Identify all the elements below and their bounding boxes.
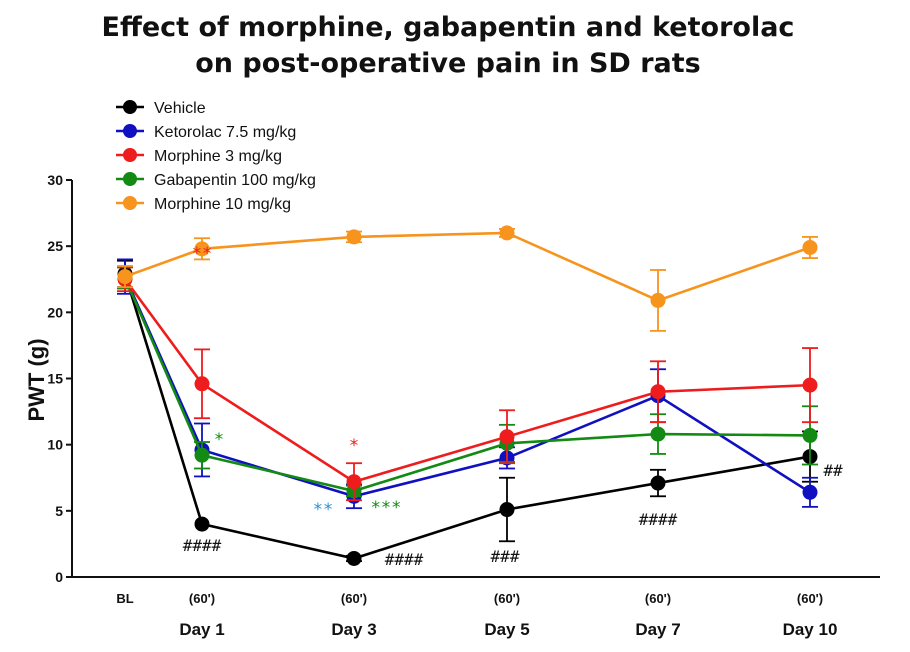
- y-axis-label: PWT (g): [24, 338, 49, 421]
- significance-annotation: ####: [385, 550, 424, 569]
- x-tick-label-timepoint: (60'): [341, 591, 367, 606]
- legend-label: Morphine 10 mg/kg: [154, 196, 291, 213]
- chart-title-line-1: Effect of morphine, gabapentin and ketor…: [102, 12, 795, 43]
- legend-item: Morphine 3 mg/kg: [116, 148, 282, 165]
- series-line: [123, 278, 811, 484]
- legend-marker: [123, 196, 137, 210]
- series-0: [117, 259, 818, 566]
- data-point: [650, 292, 666, 308]
- data-point: [499, 225, 515, 241]
- data-point: [802, 484, 818, 500]
- y-tick-label: 30: [47, 172, 63, 188]
- data-point: [346, 474, 362, 490]
- x-tick-label-timepoint: (60'): [645, 591, 671, 606]
- axes: 0 5 10 15 20 25 30 BL (60') (60') (60') (60') (60') D…: [47, 172, 880, 639]
- x-tick-label-timepoint: (60'): [189, 591, 215, 606]
- series-line: [124, 231, 811, 302]
- data-point: [802, 239, 818, 255]
- significance-annotation: ***: [371, 498, 402, 518]
- y-tick-label: 25: [47, 238, 63, 254]
- data-point: [194, 241, 210, 257]
- data-point: [346, 550, 362, 566]
- significance-annotation: ####: [639, 510, 678, 529]
- data-point: [194, 447, 210, 463]
- legend: Vehicle Ketorolac 7.5 mg/kg Morphine 3 mg/…: [116, 100, 316, 213]
- significance-annotation: *: [349, 436, 359, 456]
- legend-marker: [123, 172, 137, 186]
- significance-annotation: ##: [823, 461, 843, 480]
- data-point: [194, 376, 210, 392]
- y-tick-label: 15: [47, 371, 63, 387]
- y-tick-label: 20: [47, 304, 63, 320]
- legend-marker: [123, 100, 137, 114]
- series-line: [123, 276, 811, 498]
- legend-label: Morphine 3 mg/kg: [154, 148, 282, 165]
- y-tick-label: 5: [55, 503, 63, 519]
- x-tick-label-day: Day 7: [635, 620, 680, 639]
- x-tick-label-day: Day 1: [179, 620, 224, 639]
- data-point: [346, 229, 362, 245]
- data-point: [499, 429, 515, 445]
- significance-annotation: ####: [183, 536, 222, 555]
- chart-title-line-2: on post-operative pain in SD rats: [195, 48, 701, 79]
- x-tick-label-timepoint: BL: [116, 591, 133, 606]
- series-layer: [117, 225, 818, 566]
- x-tick-label-timepoint: (60'): [797, 591, 823, 606]
- series-line: [123, 277, 811, 493]
- legend-marker: [123, 124, 137, 138]
- data-point: [117, 269, 133, 285]
- data-point: [650, 426, 666, 442]
- annotations: *** *** ***######## #########: [183, 244, 843, 569]
- x-tick-label-day: Day 3: [331, 620, 376, 639]
- legend-label: Vehicle: [154, 100, 206, 117]
- legend-label: Gabapentin 100 mg/kg: [154, 172, 316, 189]
- data-point: [650, 475, 666, 491]
- data-point: [499, 502, 515, 518]
- series-3: [117, 266, 818, 499]
- data-point: [802, 377, 818, 393]
- legend-item: Ketorolac 7.5 mg/kg: [116, 124, 296, 141]
- data-point: [650, 384, 666, 400]
- significance-annotation: **: [313, 500, 333, 520]
- x-tick-label-day: Day 5: [484, 620, 529, 639]
- chart-title: Effect of morphine, gabapentin and ketor…: [102, 12, 795, 79]
- series-1: [117, 258, 818, 510]
- series-2: [117, 266, 818, 502]
- legend-item: Vehicle: [116, 100, 206, 117]
- y-tick-label: 0: [55, 569, 63, 585]
- significance-annotation: ###: [491, 547, 520, 566]
- legend-item: Morphine 10 mg/kg: [116, 196, 291, 213]
- legend-label: Ketorolac 7.5 mg/kg: [154, 124, 296, 141]
- y-tick-label: 10: [47, 437, 63, 453]
- significance-annotation: **: [192, 244, 212, 264]
- series-4: [117, 225, 818, 332]
- x-tick-label-timepoint: (60'): [494, 591, 520, 606]
- significance-annotation: *: [214, 430, 224, 450]
- series-line: [123, 273, 811, 560]
- data-point: [194, 516, 210, 532]
- legend-item: Gabapentin 100 mg/kg: [116, 172, 316, 189]
- data-point: [802, 427, 818, 443]
- x-tick-label-day: Day 10: [783, 620, 838, 639]
- legend-marker: [123, 148, 137, 162]
